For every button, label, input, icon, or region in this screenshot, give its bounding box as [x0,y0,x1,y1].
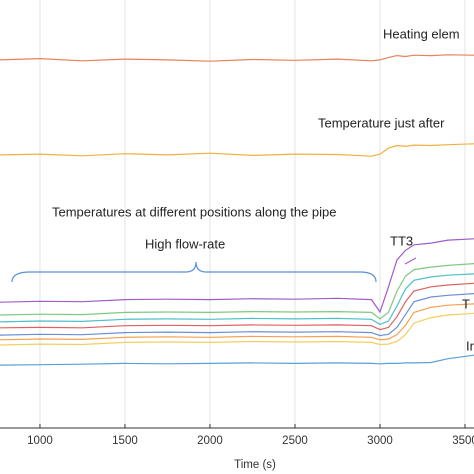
series-line [0,143,474,157]
annotation: Temperature just after [318,115,445,130]
x-axis-label: Time (s) [234,459,276,471]
series-line [0,282,474,331]
series-line [0,354,474,366]
annotation: TT3 [390,233,413,248]
annotation: T [462,296,470,311]
series-line [0,273,474,326]
x-tick-label: 3500 [452,435,474,447]
series-line [0,312,474,346]
x-tick-label: 2000 [197,435,223,447]
x-tick-label: 3000 [367,435,393,447]
annotation: Temperatures at different positions alon… [52,204,337,219]
pointer [404,257,417,265]
series-line [0,54,474,62]
brace [11,261,377,283]
series-line [0,238,474,314]
annotation: Heating elem [383,26,460,41]
x-tick-label: 1500 [112,435,138,447]
annotation: High flow-rate [145,236,225,251]
series-line [0,293,474,337]
x-tick-label: 1000 [27,435,53,447]
series-line [0,263,474,320]
series-line [0,303,474,341]
annotation: In [466,338,474,353]
x-tick-label: 2500 [282,435,308,447]
